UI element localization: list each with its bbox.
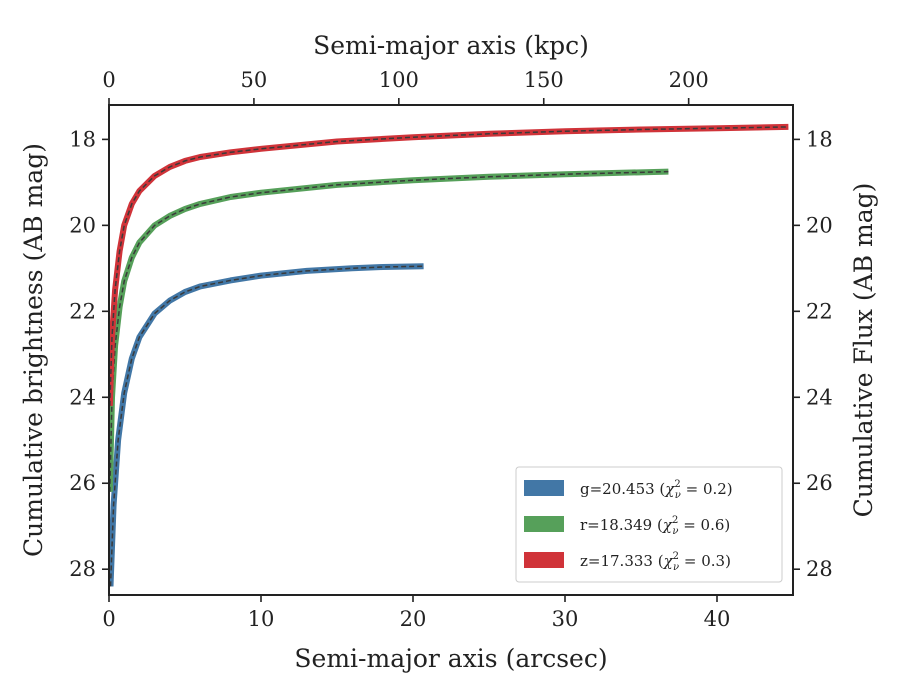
legend: g=20.453 (χ2 ν = 0.2)r=18.349 (χ2 ν = 0.6)… xyxy=(515,466,783,583)
series-fit-line-2 xyxy=(109,126,789,406)
legend-label-part: g=20.453 ( xyxy=(580,480,665,498)
series-layer xyxy=(109,123,789,587)
x-top-tick-label-1: 50 xyxy=(241,68,268,92)
series-line-0 xyxy=(109,263,424,587)
y-axis-right-label: Cumulative Flux (AB mag) xyxy=(849,183,878,518)
legend-swatch-1 xyxy=(524,516,564,532)
legend-label-part: z=17.333 ( xyxy=(580,552,664,570)
y-tick-label-5: 28 xyxy=(69,557,96,581)
plot-frame xyxy=(108,104,794,596)
legend-label-part: χ xyxy=(662,516,673,534)
series-fit-line-0 xyxy=(109,265,424,587)
y-right-tick-label-5: 28 xyxy=(806,557,833,581)
legend-label-part: 2 xyxy=(674,479,680,490)
x-tick-label-2: 20 xyxy=(400,607,427,631)
y-axis-right: 18 20 22 24 26 28 xyxy=(793,127,833,581)
legend-label-part: = 0.2) xyxy=(681,480,733,498)
legend-label-0: g=20.453 (χ2 ν = 0.2) xyxy=(580,479,733,501)
x-top-tick-label-3: 150 xyxy=(524,68,564,92)
y-right-tick-label-0: 18 xyxy=(806,127,833,151)
y-tick-label-0: 18 xyxy=(69,127,96,151)
y-tick-label-1: 20 xyxy=(69,213,96,237)
series-line-1 xyxy=(109,168,669,492)
legend-label-part: χ xyxy=(664,480,675,498)
y-axis-label: Cumulative brightness (AB mag) xyxy=(19,143,48,557)
legend-label-part: r=18.349 ( xyxy=(580,516,663,534)
legend-label-part: χ xyxy=(663,552,674,570)
x-tick-label-0: 0 xyxy=(102,607,115,631)
y-right-tick-label-3: 24 xyxy=(806,385,833,409)
x-tick-label-4: 40 xyxy=(704,607,731,631)
series-fit-line-1 xyxy=(109,170,669,492)
y-right-tick-label-1: 20 xyxy=(806,213,833,237)
legend-label-1: r=18.349 (χ2 ν = 0.6) xyxy=(580,515,730,537)
y-axis-left: 18 20 22 24 26 28 xyxy=(69,127,109,581)
y-tick-label-3: 24 xyxy=(69,385,96,409)
x-axis-top: 0 50 100 150 200 xyxy=(102,68,709,105)
x-tick-label-3: 30 xyxy=(552,607,579,631)
y-tick-label-4: 26 xyxy=(69,471,96,495)
y-tick-label-2: 22 xyxy=(69,299,96,323)
legend-frame xyxy=(515,466,783,583)
x-top-tick-label-2: 100 xyxy=(379,68,419,92)
legend-label-part: = 0.6) xyxy=(678,516,730,534)
legend-label-part: 2 xyxy=(673,551,679,562)
x-axis-bottom: 0 10 20 30 40 xyxy=(102,595,730,631)
series-line-2 xyxy=(109,123,789,406)
legend-label-part: = 0.3) xyxy=(679,552,731,570)
y-right-tick-label-4: 26 xyxy=(806,471,833,495)
y-right-tick-label-2: 22 xyxy=(806,299,833,323)
legend-label-2: z=17.333 (χ2 ν = 0.3) xyxy=(580,551,731,573)
plot-area xyxy=(108,104,794,596)
legend-label-part: ν xyxy=(673,562,679,573)
legend-label-part: 2 xyxy=(672,515,678,526)
x-tick-label-1: 10 xyxy=(248,607,275,631)
legend-label-part: ν xyxy=(675,490,681,501)
legend-swatch-2 xyxy=(524,552,564,568)
x-axis-top-label: Semi-major axis (kpc) xyxy=(313,31,589,60)
legend-label-part: ν xyxy=(672,526,678,537)
x-top-tick-label-4: 200 xyxy=(669,68,709,92)
legend-swatch-0 xyxy=(524,480,564,496)
x-axis-label: Semi-major axis (arcsec) xyxy=(294,644,607,673)
x-top-tick-label-0: 0 xyxy=(102,68,115,92)
